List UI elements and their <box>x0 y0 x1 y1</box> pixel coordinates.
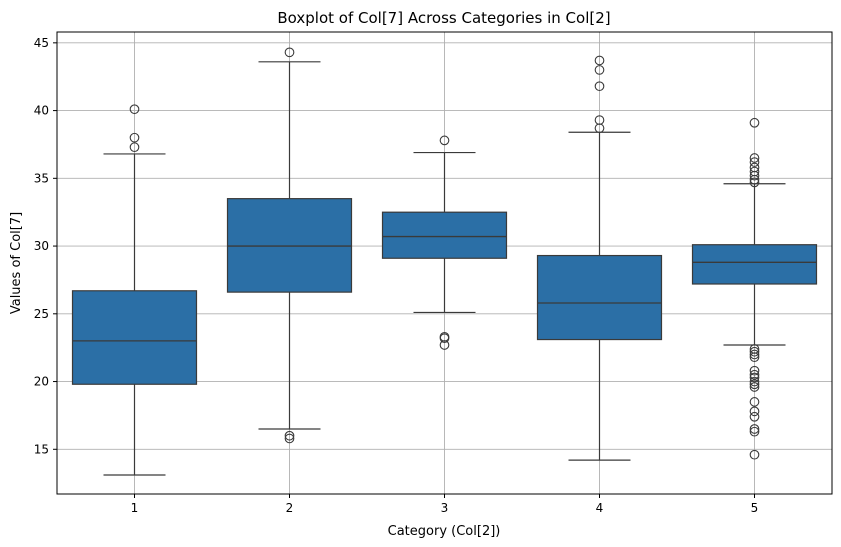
y-tick-label: 25 <box>34 307 49 321</box>
y-tick-label: 15 <box>34 442 49 456</box>
chart-title: Boxplot of Col[7] Across Categories in C… <box>277 9 610 27</box>
outlier-point <box>749 117 760 128</box>
y-tick-label: 20 <box>34 375 49 389</box>
outlier-point <box>749 153 760 163</box>
outlier-point <box>749 177 760 188</box>
box-iqr <box>381 211 508 259</box>
box-layer <box>71 47 818 476</box>
x-tick-label: 5 <box>751 501 759 515</box>
x-axis-label: Category (Col[2]) <box>388 524 501 539</box>
outlier-point <box>129 142 140 153</box>
x-tick-label: 3 <box>441 501 449 515</box>
x-tick-label: 2 <box>286 501 294 515</box>
box-iqr <box>226 198 353 293</box>
box-group-5 <box>691 117 818 460</box>
outlier-point <box>749 382 760 392</box>
outlier-point <box>284 430 295 441</box>
y-axis-label: Values of Col[7] <box>9 212 24 314</box>
y-tick-label: 35 <box>34 171 49 185</box>
outlier-point <box>594 115 605 125</box>
outlier-point <box>439 331 450 342</box>
outlier-point <box>749 346 760 357</box>
outlier-point <box>594 81 605 92</box>
outlier-point <box>749 411 760 422</box>
x-tick-label: 4 <box>596 501 604 515</box>
y-tick-label: 45 <box>34 36 49 50</box>
outlier-point <box>594 65 605 75</box>
outlier-point <box>284 47 295 58</box>
outlier-point <box>749 349 760 360</box>
box-group-3 <box>381 135 508 350</box>
outlier-point <box>749 379 760 390</box>
outlier-point <box>749 365 760 376</box>
outlier-point <box>749 424 760 434</box>
outlier-point <box>749 406 760 417</box>
box-iqr <box>691 244 818 285</box>
outlier-point <box>749 376 760 387</box>
outlier-point <box>129 104 140 115</box>
outlier-point <box>749 397 760 407</box>
outlier-point <box>749 157 760 167</box>
y-tick-label: 30 <box>34 239 49 253</box>
outlier-point <box>749 449 760 460</box>
outlier-point <box>749 369 760 380</box>
outlier-point <box>749 426 760 437</box>
outlier-point <box>749 166 760 177</box>
outlier-point <box>284 433 295 444</box>
outlier-point <box>439 135 450 146</box>
x-tick-label: 1 <box>131 501 139 515</box>
outlier-point <box>594 55 605 66</box>
outlier-point <box>749 372 760 383</box>
box-group-2 <box>226 47 353 444</box>
outlier-point <box>749 162 760 173</box>
outlier-point <box>749 344 760 354</box>
box-group-4 <box>536 55 663 461</box>
box-iqr <box>536 254 663 341</box>
box-iqr <box>71 290 198 385</box>
y-tick-label: 40 <box>34 104 49 118</box>
box-group-1 <box>71 104 198 476</box>
outlier-point <box>129 132 140 143</box>
